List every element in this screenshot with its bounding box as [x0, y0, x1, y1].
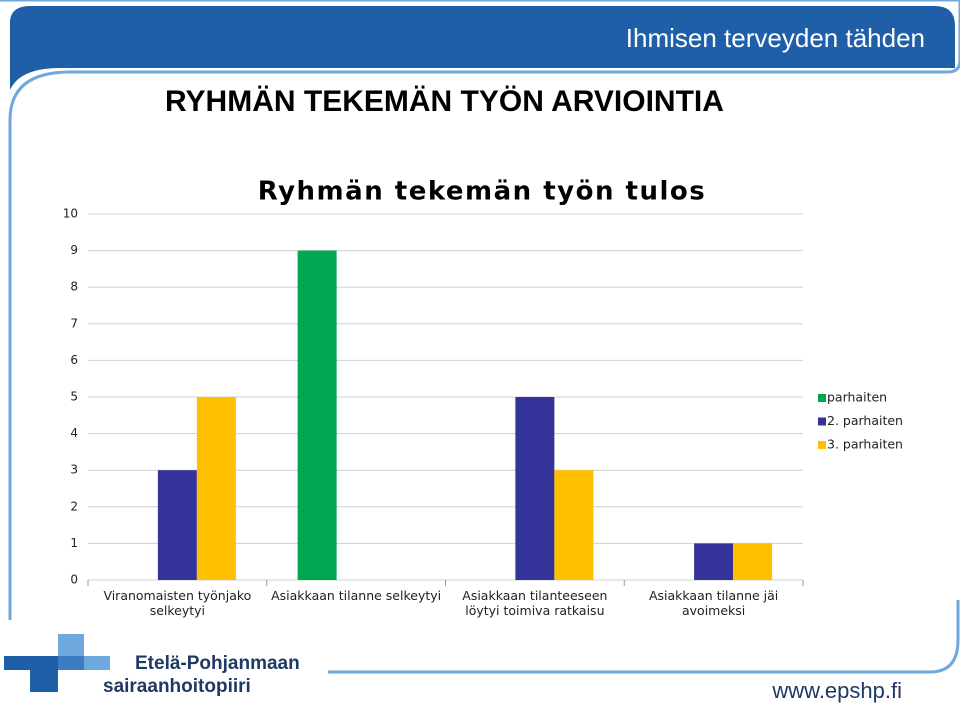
bar	[694, 543, 734, 580]
legend-label: 3. parhaiten	[827, 437, 903, 452]
chart-title: Ryhmän tekemän työn tulos	[258, 177, 707, 207]
legend-swatch	[818, 441, 826, 449]
y-tick-label: 6	[70, 353, 78, 367]
x-tick-label-box: Asiakkaan tilanteeseen löytyi toimiva ra…	[462, 588, 608, 618]
y-tick-label: 10	[63, 207, 78, 221]
x-tick-label-box: Asiakkaan tilanne selkeytyi	[271, 588, 442, 603]
bar	[196, 397, 236, 580]
x-tick-label: Asiakkaan tilanne selkeytyi	[271, 588, 442, 603]
x-tick-label-box: Viranomaisten työnjako selkeytyi	[103, 588, 252, 618]
legend-swatch	[818, 417, 826, 426]
bar	[554, 470, 594, 580]
url: www.epshp.fi	[771, 678, 902, 703]
y-tick-label: 5	[70, 390, 78, 404]
y-tick-label: 4	[70, 426, 78, 440]
org-name: sairaanhoitopiiri	[103, 676, 251, 697]
y-tick-label: 3	[70, 463, 78, 477]
x-tick-label: Viranomaisten työnjako selkeytyi	[103, 588, 252, 618]
x-tick-label: Asiakkaan tilanne jäi avoimeksi	[648, 588, 779, 618]
logo	[4, 634, 110, 692]
y-tick-label: 9	[70, 243, 78, 257]
y-tick-label: 1	[70, 536, 78, 550]
bar	[733, 543, 773, 580]
legend-label: parhaiten	[827, 390, 887, 405]
bar	[297, 250, 337, 580]
y-tick-label: 8	[70, 280, 78, 294]
bar	[157, 470, 197, 580]
org-name: Etelä-Pohjanmaan	[135, 653, 300, 674]
x-tick-label-box: Asiakkaan tilanne jäi avoimeksi	[648, 588, 779, 618]
y-tick-label: 7	[70, 316, 78, 330]
legend-swatch	[818, 394, 826, 402]
footer-line	[328, 600, 960, 674]
x-tick-label: Asiakkaan tilanteeseen löytyi toimiva ra…	[462, 588, 608, 618]
tagline: Ihmisen terveyden tähden	[626, 23, 925, 53]
slide-title: RYHMÄN TEKEMÄN TYÖN ARVIOINTIA	[165, 85, 724, 118]
bar	[515, 397, 555, 580]
header-band	[10, 6, 955, 90]
y-tick-label: 2	[70, 499, 78, 513]
y-tick-label: 0	[70, 573, 78, 587]
legend-label: 2. parhaiten	[827, 413, 903, 428]
